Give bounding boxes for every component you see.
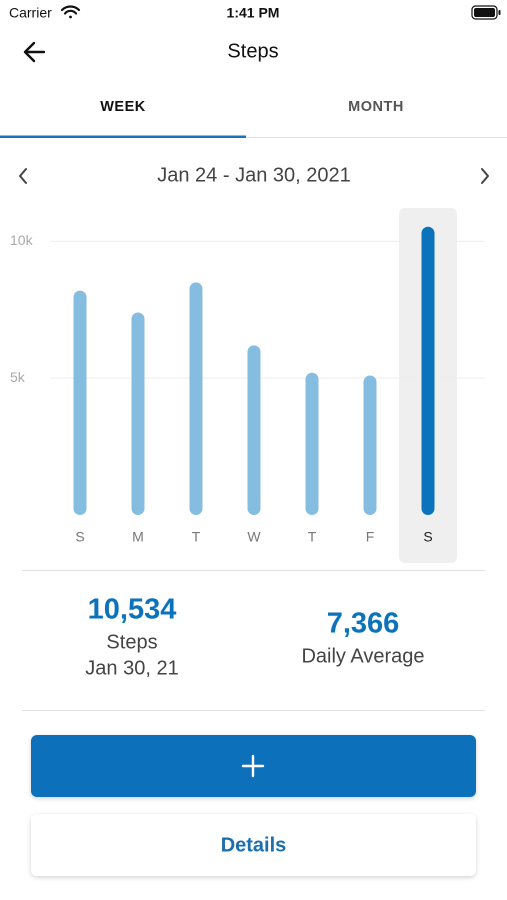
x-tick-label: M — [132, 529, 144, 545]
bar — [73, 290, 87, 515]
average-value: 7,366 — [327, 608, 400, 640]
bar — [305, 372, 319, 515]
date-range: Jan 24 - Jan 30, 2021 — [157, 164, 350, 186]
wifi-icon — [60, 5, 81, 19]
y-tick-label: 5k — [10, 369, 26, 385]
bar — [131, 312, 145, 515]
divider — [22, 570, 485, 571]
tab-month[interactable]: MONTH — [348, 99, 404, 115]
selected-value: 10,534 — [88, 594, 177, 626]
tab-indicator — [0, 135, 246, 138]
bar — [247, 345, 261, 515]
back-button[interactable] — [23, 41, 46, 63]
battery-icon — [471, 5, 501, 20]
average-label: Daily Average — [301, 645, 424, 667]
details-button[interactable]: Details — [31, 814, 476, 876]
x-tick-label: T — [192, 529, 201, 545]
add-button[interactable] — [31, 735, 476, 797]
x-tick-label: F — [366, 529, 375, 545]
tab-week[interactable]: WEEK — [100, 99, 146, 115]
next-button[interactable] — [481, 168, 489, 184]
page-title: Steps — [227, 40, 278, 62]
divider — [22, 710, 485, 711]
x-tick-label: W — [247, 529, 261, 545]
selected-date: Jan 30, 21 — [85, 657, 178, 679]
x-tick-label: T — [308, 529, 317, 545]
prev-button[interactable] — [19, 168, 27, 184]
x-tick-label: S — [75, 529, 84, 545]
x-tick-label: S — [423, 529, 432, 545]
bar — [421, 226, 435, 515]
bar — [189, 282, 203, 515]
chart: 5k 10k S M T W T F S — [10, 208, 485, 563]
clock: 1:41 PM — [227, 5, 280, 21]
selected-label: Steps — [106, 631, 157, 653]
bar — [363, 375, 377, 515]
tab-divider — [0, 137, 507, 138]
details-label: Details — [221, 834, 287, 856]
carrier: Carrier — [9, 5, 52, 21]
y-tick-label: 10k — [10, 232, 34, 248]
